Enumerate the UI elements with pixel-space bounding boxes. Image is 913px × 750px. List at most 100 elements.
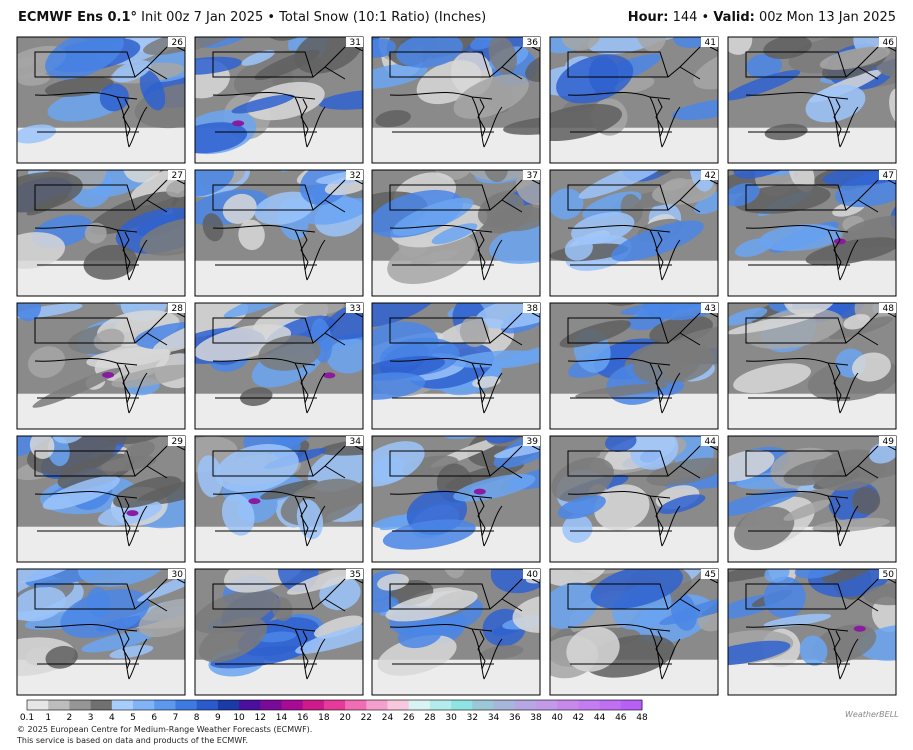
snow-area	[783, 499, 831, 521]
snow-area	[25, 569, 105, 588]
map-fill	[195, 37, 363, 163]
colorbar-swatch	[154, 700, 176, 710]
colorbar-swatch	[557, 700, 579, 710]
panel-border	[371, 435, 541, 563]
map-panel: 31	[194, 36, 364, 164]
colorbar-swatch	[620, 700, 643, 710]
colorbar-label: 26	[403, 713, 415, 723]
coast	[122, 578, 185, 670]
map-fill	[550, 303, 718, 429]
snow-area	[240, 387, 273, 406]
snow-area	[17, 56, 38, 69]
panel-border	[194, 36, 364, 164]
snow-area	[503, 116, 540, 135]
snow-area	[822, 569, 886, 584]
map-fill	[17, 569, 185, 695]
panel-number-bg	[523, 37, 540, 47]
snow-area	[693, 190, 718, 215]
snow-area	[850, 0, 913, 32]
map-panel: 34	[194, 435, 364, 563]
state-lines	[34, 578, 168, 680]
panel-number-bg	[346, 569, 363, 579]
snow-area	[844, 0, 913, 30]
coast	[300, 46, 363, 138]
panel-number: 37	[527, 171, 538, 181]
coast	[655, 46, 718, 138]
snow-max	[232, 120, 245, 127]
snow-max	[323, 372, 336, 379]
colorbar-swatch	[239, 700, 261, 710]
snow-area	[210, 645, 307, 669]
snow-area	[728, 183, 760, 207]
snow-area	[746, 53, 783, 79]
panel-number: 34	[350, 437, 362, 447]
map-fill	[550, 37, 718, 163]
snow-area	[822, 170, 896, 186]
snow-area	[221, 493, 255, 536]
panel-number: 40	[527, 570, 539, 580]
coast	[122, 312, 185, 404]
snow-area	[372, 38, 397, 58]
colorbar-label: 3	[88, 713, 94, 723]
state-lines	[745, 312, 879, 414]
map-panel: 37	[371, 169, 541, 297]
panel-border	[194, 568, 364, 696]
snow-area	[863, 582, 896, 606]
snow-area	[658, 494, 706, 514]
colorbar-swatch	[408, 700, 431, 710]
snow-area	[84, 222, 107, 244]
snow-area	[372, 321, 439, 368]
snow-area	[783, 303, 840, 316]
state-lines	[567, 445, 701, 547]
map-panel: 48	[727, 302, 897, 430]
colorbar-swatch	[493, 700, 516, 710]
colorbar-label: 5	[130, 713, 136, 723]
panel-number-bg	[523, 170, 540, 180]
map-fill	[17, 37, 185, 163]
colorbar-label: 38	[530, 713, 542, 723]
snow-area	[875, 39, 896, 77]
map-fill	[195, 170, 363, 296]
snow-area	[843, 314, 871, 330]
panel-border	[371, 169, 541, 297]
map-fill	[17, 303, 185, 429]
snow-area	[659, 592, 718, 625]
snow-area	[77, 569, 171, 587]
map-south	[195, 260, 363, 296]
snow-area	[17, 171, 83, 213]
snow-area	[562, 514, 593, 543]
snow-area	[294, 37, 363, 74]
panel-number-bg	[168, 170, 185, 180]
panel-border	[371, 302, 541, 430]
snow-area	[571, 212, 635, 245]
hour-label: Hour:	[627, 10, 669, 25]
state-lines	[567, 578, 701, 680]
state-lines	[34, 445, 168, 547]
coast	[655, 179, 718, 271]
state-lines	[567, 312, 701, 414]
state-lines	[567, 46, 701, 148]
panel-border	[194, 302, 364, 430]
snow-area	[382, 519, 476, 550]
snow-area	[805, 237, 896, 266]
snow-area	[223, 303, 315, 318]
map-south	[17, 526, 185, 562]
snow-area	[629, 436, 679, 470]
state-lines	[212, 312, 346, 414]
map-panel: 35	[194, 568, 364, 696]
state-lines	[34, 179, 168, 281]
colorbar-swatch	[302, 700, 325, 710]
panel-border	[727, 568, 897, 696]
snow-area	[377, 573, 409, 591]
panel-number: 28	[172, 304, 184, 314]
snow-area	[45, 37, 124, 80]
panel-number: 33	[350, 304, 361, 314]
map-fill	[550, 436, 718, 562]
snow-area	[728, 569, 798, 584]
snow-area	[728, 37, 753, 55]
panel-border	[549, 435, 719, 563]
snow-max	[473, 488, 486, 495]
snow-area	[372, 372, 426, 400]
snow-area	[657, 303, 718, 321]
colorbar-label: 34	[488, 713, 500, 723]
